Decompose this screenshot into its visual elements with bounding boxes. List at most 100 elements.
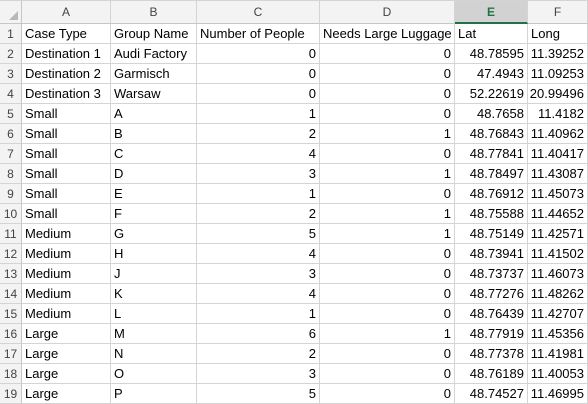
cell-b[interactable]: P (111, 384, 197, 404)
cell-d[interactable]: 1 (320, 164, 455, 184)
cell-d[interactable]: 0 (320, 384, 455, 404)
row-header[interactable]: 4 (0, 84, 22, 104)
cell-a[interactable]: Destination 1 (22, 44, 111, 64)
cell-c[interactable]: 5 (197, 224, 320, 244)
row-header[interactable]: 1 (0, 24, 22, 44)
cell-c[interactable]: 5 (197, 384, 320, 404)
cell-d[interactable]: 1 (320, 324, 455, 344)
cell-b[interactable]: J (111, 264, 197, 284)
row-header[interactable]: 7 (0, 144, 22, 164)
cell-b[interactable]: Warsaw (111, 84, 197, 104)
cell-d[interactable]: 0 (320, 184, 455, 204)
cell-b[interactable]: E (111, 184, 197, 204)
row-header[interactable]: 11 (0, 224, 22, 244)
cell-f[interactable]: 20.99496 (528, 84, 588, 104)
cell-b[interactable]: F (111, 204, 197, 224)
cell-c[interactable]: Number of People (197, 24, 320, 44)
cell-a[interactable]: Medium (22, 304, 111, 324)
cell-e[interactable]: 48.75588 (455, 204, 528, 224)
cell-f[interactable]: 11.42707 (528, 304, 588, 324)
cell-f[interactable]: 11.39252 (528, 44, 588, 64)
cell-c[interactable]: 2 (197, 344, 320, 364)
cell-d[interactable]: 0 (320, 44, 455, 64)
cell-a[interactable]: Destination 2 (22, 64, 111, 84)
cell-c[interactable]: 0 (197, 64, 320, 84)
cell-e[interactable]: 48.76843 (455, 124, 528, 144)
cell-f[interactable]: 11.45356 (528, 324, 588, 344)
cell-a[interactable]: Large (22, 324, 111, 344)
cell-c[interactable]: 0 (197, 84, 320, 104)
row-header[interactable]: 5 (0, 104, 22, 124)
cell-d[interactable]: 0 (320, 244, 455, 264)
cell-a[interactable]: Small (22, 164, 111, 184)
column-header-c[interactable]: C (197, 1, 320, 24)
cell-a[interactable]: Small (22, 144, 111, 164)
row-header[interactable]: 15 (0, 304, 22, 324)
cell-c[interactable]: 0 (197, 44, 320, 64)
cell-f[interactable]: 11.46073 (528, 264, 588, 284)
row-header[interactable]: 16 (0, 324, 22, 344)
cell-e[interactable]: 48.77276 (455, 284, 528, 304)
cell-d[interactable]: 0 (320, 104, 455, 124)
row-header[interactable]: 19 (0, 384, 22, 404)
cell-d[interactable]: 0 (320, 264, 455, 284)
cell-a[interactable]: Destination 3 (22, 84, 111, 104)
row-header[interactable]: 18 (0, 364, 22, 384)
cell-e[interactable]: 48.76189 (455, 364, 528, 384)
cell-d[interactable]: 1 (320, 204, 455, 224)
cell-e[interactable]: 48.76439 (455, 304, 528, 324)
cell-a[interactable]: Large (22, 384, 111, 404)
cell-b[interactable]: L (111, 304, 197, 324)
cell-d[interactable]: 0 (320, 344, 455, 364)
cell-a[interactable]: Large (22, 364, 111, 384)
cell-c[interactable]: 1 (197, 184, 320, 204)
row-header[interactable]: 14 (0, 284, 22, 304)
cell-d[interactable]: Needs Large Luggage (320, 24, 455, 44)
cell-a[interactable]: Small (22, 184, 111, 204)
cell-d[interactable]: 0 (320, 284, 455, 304)
cell-c[interactable]: 6 (197, 324, 320, 344)
cell-f[interactable]: 11.44652 (528, 204, 588, 224)
cell-d[interactable]: 1 (320, 124, 455, 144)
cell-a[interactable]: Medium (22, 264, 111, 284)
cell-c[interactable]: 1 (197, 304, 320, 324)
row-header[interactable]: 2 (0, 44, 22, 64)
cell-b[interactable]: B (111, 124, 197, 144)
cell-d[interactable]: 0 (320, 304, 455, 324)
cell-c[interactable]: 1 (197, 104, 320, 124)
cell-f[interactable]: 11.42571 (528, 224, 588, 244)
select-all-button[interactable] (0, 1, 22, 24)
row-header[interactable]: 9 (0, 184, 22, 204)
cell-b[interactable]: K (111, 284, 197, 304)
cell-e[interactable]: Lat (455, 24, 528, 44)
cell-f[interactable]: 11.41502 (528, 244, 588, 264)
cell-e[interactable]: 48.75149 (455, 224, 528, 244)
cell-d[interactable]: 1 (320, 224, 455, 244)
cell-d[interactable]: 0 (320, 64, 455, 84)
cell-a[interactable]: Small (22, 104, 111, 124)
cell-d[interactable]: 0 (320, 144, 455, 164)
column-header-a[interactable]: A (22, 1, 111, 24)
cell-b[interactable]: H (111, 244, 197, 264)
cell-a[interactable]: Small (22, 204, 111, 224)
column-header-f[interactable]: F (528, 1, 588, 24)
cell-f[interactable]: 11.40417 (528, 144, 588, 164)
cell-e[interactable]: 48.76912 (455, 184, 528, 204)
row-header[interactable]: 8 (0, 164, 22, 184)
cell-c[interactable]: 3 (197, 264, 320, 284)
cell-e[interactable]: 48.7658 (455, 104, 528, 124)
cell-e[interactable]: 48.77919 (455, 324, 528, 344)
cell-b[interactable]: N (111, 344, 197, 364)
cell-e[interactable]: 48.78595 (455, 44, 528, 64)
column-header-e[interactable]: E (455, 1, 528, 24)
cell-b[interactable]: Audi Factory (111, 44, 197, 64)
cell-a[interactable]: Medium (22, 244, 111, 264)
cell-f[interactable]: 11.43087 (528, 164, 588, 184)
cell-a[interactable]: Medium (22, 284, 111, 304)
row-header[interactable]: 12 (0, 244, 22, 264)
cell-a[interactable]: Small (22, 124, 111, 144)
cell-b[interactable]: M (111, 324, 197, 344)
row-header[interactable]: 6 (0, 124, 22, 144)
cell-f[interactable]: 11.45073 (528, 184, 588, 204)
row-header[interactable]: 10 (0, 204, 22, 224)
